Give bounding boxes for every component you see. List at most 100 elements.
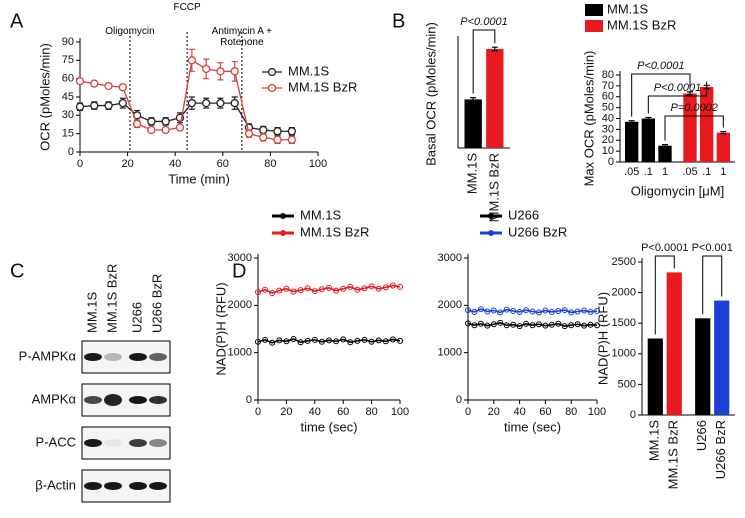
marker — [548, 308, 555, 315]
p-value: P=0.0002 — [670, 102, 717, 114]
category-label: U266 — [694, 420, 709, 451]
x-axis-label: time (sec) — [504, 419, 561, 434]
p-value: P<0.0001 — [641, 242, 688, 254]
marker — [304, 285, 311, 292]
legend-label: U266 BzR — [508, 224, 567, 239]
row-label: AMPKα — [32, 391, 77, 406]
marker — [297, 287, 304, 294]
marker — [187, 98, 197, 108]
marker — [287, 127, 296, 136]
event-label-box: FCCP — [173, 2, 201, 13]
marker — [297, 339, 304, 346]
bar — [658, 145, 672, 162]
marker — [535, 309, 542, 316]
marker — [594, 308, 600, 315]
bracket — [647, 81, 708, 114]
category-label: .1 — [702, 166, 711, 178]
y-tick-label: 45 — [62, 91, 74, 103]
marker — [354, 286, 361, 293]
y-tick-label: 3000 — [438, 252, 462, 264]
p-value: P<0.0001 — [460, 16, 507, 28]
marker — [276, 337, 283, 344]
bracket — [631, 73, 691, 117]
marker — [510, 308, 517, 315]
x-tick-label: 60 — [217, 158, 229, 170]
marker — [269, 339, 276, 346]
marker — [568, 309, 575, 316]
error-bar — [491, 46, 498, 52]
x-tick-label: 20 — [280, 406, 292, 418]
marker — [555, 320, 562, 327]
marker — [389, 336, 396, 343]
marker — [490, 307, 497, 314]
y-axis-label: Max OCR (pMoles/min) — [581, 51, 596, 187]
y-tick-label: 15 — [62, 128, 74, 140]
y-tick-label: 0 — [456, 394, 462, 406]
marker — [555, 308, 562, 315]
legend-label: MM.1S — [607, 1, 649, 16]
band — [129, 482, 147, 490]
marker — [568, 322, 575, 329]
bar — [641, 118, 655, 162]
band — [104, 439, 122, 447]
lane-label: MM.1S — [84, 292, 99, 334]
marker — [587, 321, 594, 328]
y-tick-label: 70 — [602, 80, 614, 92]
x-tick-label: 80 — [264, 158, 276, 170]
marker — [340, 336, 347, 343]
marker — [147, 125, 156, 135]
marker — [347, 339, 354, 346]
marker — [497, 319, 504, 326]
x-axis-label: time (sec) — [300, 419, 357, 434]
marker — [147, 117, 156, 126]
marker — [273, 135, 282, 144]
marker — [389, 282, 396, 289]
y-axis-label: NAD(P)H (RFU) — [213, 282, 228, 375]
marker — [318, 286, 325, 293]
legend-marker — [280, 230, 286, 236]
x-tick-label: 0 — [465, 406, 471, 418]
marker — [255, 338, 261, 345]
marker — [273, 127, 282, 136]
band — [104, 482, 122, 490]
marker — [259, 125, 268, 135]
bar — [683, 93, 697, 162]
y-tick-label: 3000 — [228, 252, 252, 264]
band — [149, 396, 167, 404]
y-tick-label: 0 — [246, 394, 252, 406]
marker — [347, 283, 354, 290]
marker — [255, 289, 261, 296]
marker — [548, 321, 555, 328]
marker — [484, 308, 491, 315]
marker — [132, 119, 142, 129]
band — [129, 439, 147, 447]
error-bar — [687, 91, 693, 96]
y-tick-label: 50 — [602, 102, 614, 114]
marker — [561, 307, 568, 314]
y-tick-label: 0 — [630, 409, 636, 421]
marker — [529, 322, 536, 329]
event-label: FCCP — [173, 2, 201, 13]
panel-letter: D — [232, 260, 246, 282]
marker — [490, 321, 497, 328]
marker — [333, 338, 340, 345]
marker — [574, 308, 581, 315]
marker — [290, 288, 297, 295]
y-tick-label: 30 — [62, 109, 74, 121]
x-tick-label: 100 — [588, 406, 606, 418]
marker — [290, 335, 297, 342]
y-tick-label: 1000 — [612, 348, 636, 360]
marker — [397, 283, 403, 290]
marker — [161, 117, 170, 126]
y-axis-label: NAD(P)H (RFU) — [595, 292, 610, 385]
legend-swatch — [585, 4, 603, 16]
marker — [516, 308, 523, 315]
y-tick-label: 0 — [68, 146, 74, 158]
y-tick-label: 75 — [62, 54, 74, 66]
marker — [283, 285, 290, 292]
marker — [516, 323, 523, 330]
marker — [484, 322, 491, 329]
marker — [503, 306, 510, 313]
marker — [561, 323, 568, 330]
